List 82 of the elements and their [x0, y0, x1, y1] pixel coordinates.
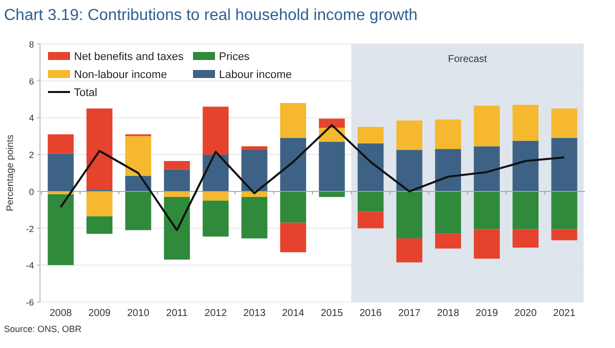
line-series [60, 124, 566, 232]
bar [48, 134, 74, 154]
y-tick-label: 6 [28, 76, 34, 86]
bar [474, 106, 500, 146]
source-note: Source: ONS, OBR [4, 324, 82, 334]
bar [318, 191, 345, 197]
bar [241, 196, 268, 238]
legend-label: Net benefits and taxes [74, 51, 184, 63]
x-tick-label: 2017 [398, 308, 421, 319]
x-tick-label: 2020 [514, 308, 538, 319]
bar [125, 191, 152, 230]
bar [435, 234, 462, 249]
bar [241, 150, 268, 192]
bar [280, 102, 306, 138]
bar [280, 138, 306, 192]
x-tick-label: 2014 [282, 308, 305, 319]
x-tick-label: 2012 [204, 308, 228, 319]
y-axis-title: Percentage points [5, 134, 16, 212]
bar [435, 120, 462, 150]
x-tick-label: 2015 [320, 308, 344, 319]
bar [551, 108, 578, 138]
bar [435, 191, 462, 234]
bar [241, 146, 268, 150]
y-tick-label: -6 [26, 298, 34, 308]
bar [280, 191, 306, 223]
x-tick-label: 2011 [166, 308, 188, 319]
x-tick-label: 2018 [436, 308, 460, 319]
bar [474, 146, 500, 192]
bar [396, 120, 422, 150]
bar [358, 212, 384, 228]
bar [474, 191, 500, 230]
y-tick-label: 8 [28, 40, 34, 50]
bar [512, 140, 539, 192]
bar [86, 108, 112, 190]
legend-label: Prices [219, 51, 250, 63]
x-tick-label: 2021 [553, 308, 576, 319]
legend-label: Labour income [219, 69, 292, 81]
bar [396, 150, 422, 192]
bar [551, 138, 578, 192]
chart-title: Chart 3.19: Contributions to real household income growth [4, 7, 418, 24]
bar [86, 216, 112, 234]
y-tick-label: -4 [26, 260, 34, 271]
bar [512, 229, 539, 248]
bar [164, 161, 190, 170]
bar [551, 229, 578, 240]
bar [86, 191, 112, 216]
x-tick-label: 2009 [88, 308, 112, 319]
bar [396, 238, 422, 262]
bar [318, 118, 345, 128]
x-tick-label: 2010 [127, 308, 150, 319]
bar [48, 194, 74, 266]
bar [318, 142, 345, 192]
bar [202, 191, 229, 201]
bar [164, 196, 190, 260]
bar [396, 191, 422, 238]
bar [358, 144, 384, 192]
x-tick-label: 2013 [243, 308, 266, 319]
bar [164, 169, 190, 192]
bar [474, 229, 500, 259]
x-tick-label: 2008 [50, 308, 72, 319]
bar [48, 154, 74, 192]
y-tick-label: 2 [28, 150, 34, 160]
y-tick-label: -2 [26, 224, 34, 234]
bar [358, 191, 384, 212]
bar [512, 191, 539, 230]
bar [202, 106, 229, 155]
bar [280, 222, 306, 252]
bar [202, 200, 229, 237]
legend-label: Total [74, 87, 98, 99]
y-tick-label: 0 [28, 186, 34, 197]
bar [358, 126, 384, 144]
x-tick-label: 2016 [359, 308, 382, 319]
legend-label: Non-labour income [74, 69, 167, 81]
x-tick-label: 2019 [476, 308, 498, 319]
bar [202, 154, 229, 192]
band-label: Forecast [448, 54, 488, 65]
bar [551, 191, 578, 230]
y-tick-label: 4 [28, 113, 34, 124]
bar [512, 104, 539, 141]
bar [435, 149, 462, 192]
bar [164, 191, 190, 197]
bar [125, 136, 152, 176]
